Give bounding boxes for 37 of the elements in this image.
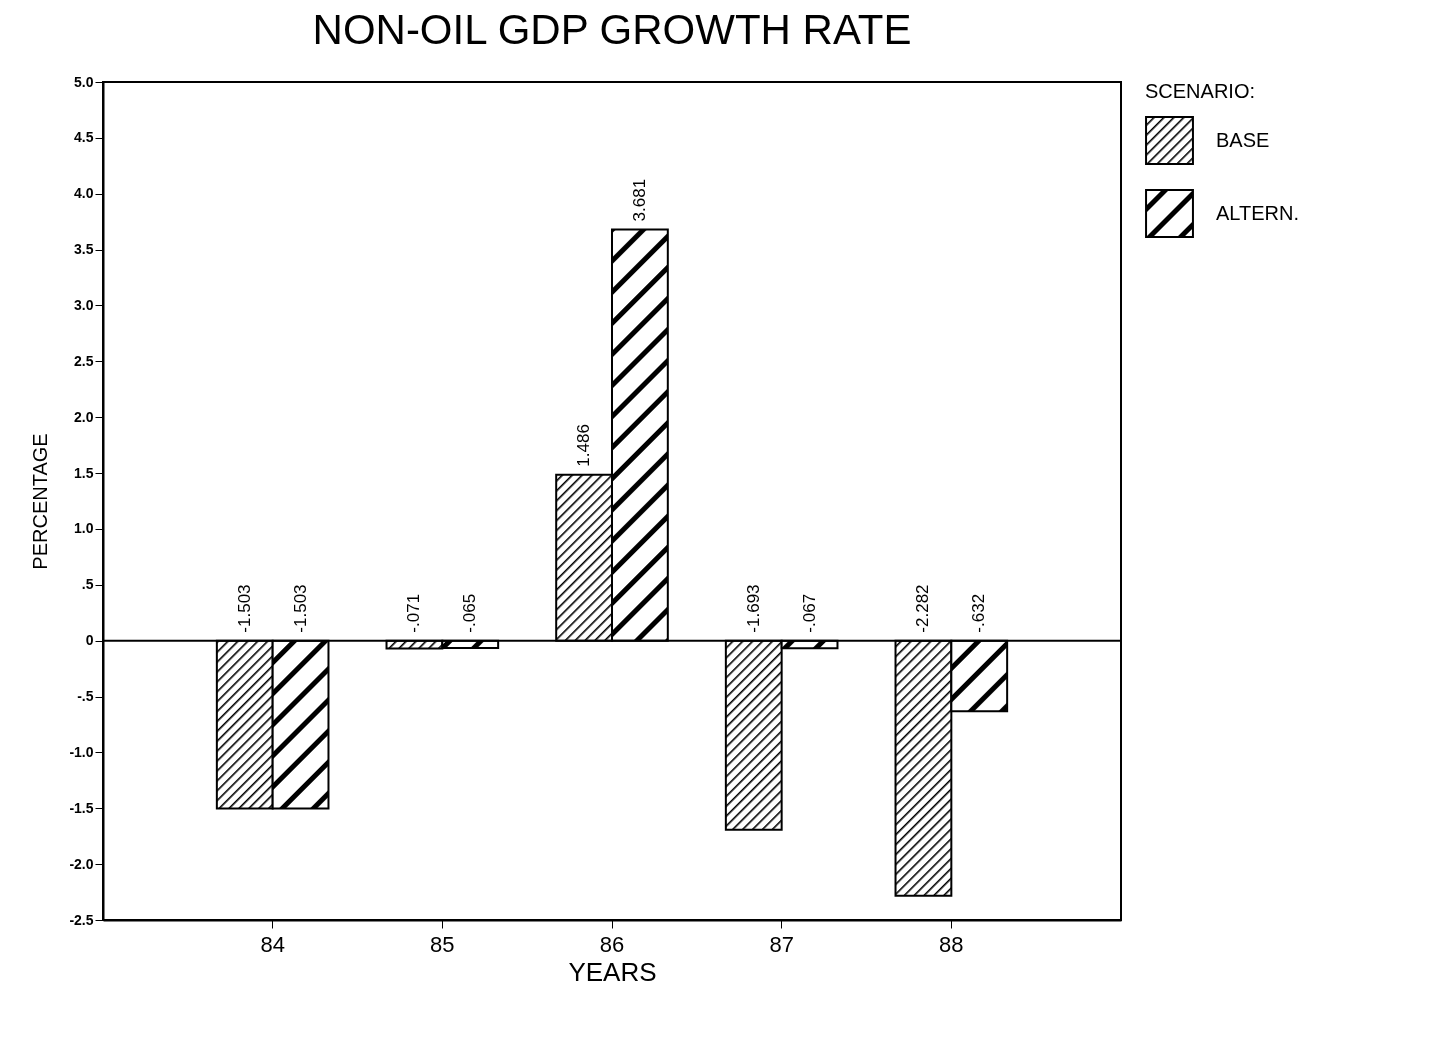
legend-label: BASE xyxy=(1216,128,1270,151)
y-tick-label: 1.5 xyxy=(74,464,94,481)
data-label: -.632 xyxy=(969,593,989,633)
y-tick-label: -1.0 xyxy=(69,743,94,760)
x-tick-label: 84 xyxy=(260,931,285,957)
y-tick-label: 0 xyxy=(85,632,94,649)
data-label: -1.693 xyxy=(743,584,763,633)
y-tick-label: -2.5 xyxy=(69,911,94,928)
y-tick-label: 1.0 xyxy=(74,520,94,537)
chart-title: NON-OIL GDP GROWTH RATE xyxy=(312,6,912,53)
data-label: -2.282 xyxy=(913,584,933,633)
y-tick-label: 5.0 xyxy=(74,73,94,90)
legend-label: ALTERN. xyxy=(1216,201,1299,224)
data-label: 1.486 xyxy=(574,424,594,467)
y-tick-label: 2.5 xyxy=(74,352,94,369)
data-label: -.065 xyxy=(460,593,480,633)
x-axis-title: YEARS xyxy=(568,956,657,987)
data-label: -.071 xyxy=(404,593,424,633)
y-tick-label: 3.0 xyxy=(74,296,94,313)
x-tick-label: 88 xyxy=(939,931,964,957)
x-tick-label: 86 xyxy=(599,931,625,957)
y-tick-label: -2.0 xyxy=(69,855,94,872)
x-tick-label: 85 xyxy=(430,931,455,957)
y-tick-label: 4.5 xyxy=(74,129,94,146)
legend-title: SCENARIO: xyxy=(1145,80,1256,102)
y-tick-label: 4.0 xyxy=(74,185,94,202)
data-label: -1.503 xyxy=(234,584,254,633)
y-tick-label: -1.5 xyxy=(69,799,94,816)
y-tick-label: -.5 xyxy=(77,688,94,705)
x-tick-label: 87 xyxy=(769,931,794,957)
y-tick-label: .5 xyxy=(81,576,94,593)
y-tick-label: 2.0 xyxy=(74,408,94,425)
data-label: -1.503 xyxy=(290,584,310,633)
y-axis-title: PERCENTAGE xyxy=(29,433,52,570)
data-label: 3.681 xyxy=(629,178,649,222)
y-tick-label: 3.5 xyxy=(74,241,94,258)
data-label: -.067 xyxy=(799,593,819,633)
